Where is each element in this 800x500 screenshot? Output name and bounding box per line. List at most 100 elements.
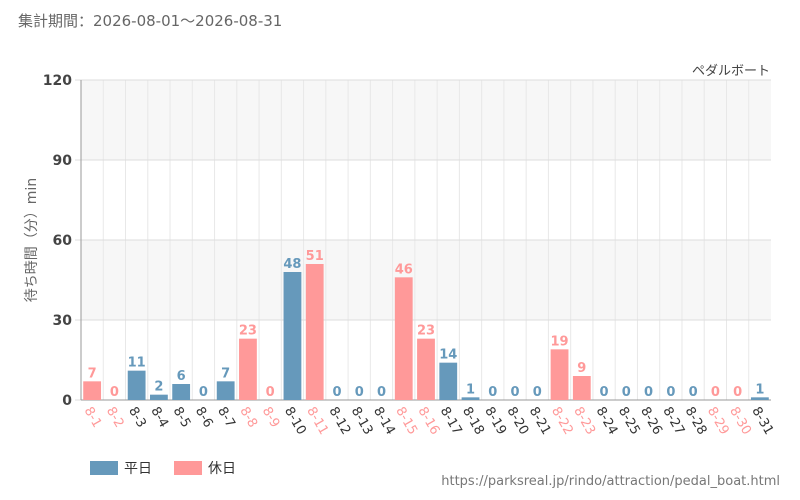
x-tick-label: 8-1 (81, 405, 105, 431)
plot-band (81, 160, 771, 240)
x-tick-label: 8-14 (370, 405, 398, 438)
value-label: 0 (666, 385, 675, 400)
legend-label-holiday: 休日 (208, 461, 236, 477)
value-label: 2 (154, 380, 163, 395)
value-label: 0 (110, 385, 119, 400)
bar (216, 381, 235, 400)
value-label: 0 (488, 385, 497, 400)
bar (439, 362, 458, 400)
x-tick-label: 8-2 (103, 405, 127, 431)
value-label: 0 (332, 385, 341, 400)
bar (305, 264, 324, 400)
bars (83, 264, 769, 400)
x-tick-label: 8-31 (748, 405, 776, 438)
legend: 平日 休日 (90, 458, 236, 478)
bar (239, 338, 257, 400)
x-tick-label: 8-25 (615, 405, 643, 438)
legend-swatch-weekday (90, 461, 118, 475)
value-label: 6 (177, 369, 186, 384)
x-tick-label: 8-16 (415, 405, 443, 438)
value-label: 48 (283, 257, 301, 272)
bar (750, 397, 769, 400)
page-title: 集計期間：2026-08-01～2026-08-31 (18, 12, 283, 30)
bar (394, 277, 413, 400)
x-tick-label: 8-4 (147, 405, 171, 431)
x-tick-label: 8-7 (214, 405, 238, 431)
value-label: 0 (622, 385, 631, 400)
y-tick-label: 90 (53, 153, 73, 169)
value-label: 19 (551, 334, 569, 349)
x-tick-label: 8-12 (326, 405, 354, 438)
value-label: 0 (199, 385, 208, 400)
x-tick-label: 8-15 (392, 405, 420, 438)
value-label: 7 (88, 366, 97, 381)
value-label: 23 (417, 324, 435, 339)
vertical-gridlines (102, 80, 750, 400)
bar (172, 384, 191, 400)
y-tick-label: 120 (43, 73, 72, 89)
value-label: 51 (306, 249, 324, 264)
x-tick-label: 8-9 (259, 405, 283, 431)
y-tick-label: 0 (62, 393, 72, 409)
x-tick-label: 8-10 (281, 405, 309, 438)
bar (83, 381, 102, 400)
x-tick-label: 8-13 (348, 405, 376, 438)
x-tick-label: 8-8 (236, 405, 260, 431)
value-label: 0 (533, 385, 542, 400)
bar (572, 376, 591, 400)
attraction-label: ペダルボート (691, 64, 770, 79)
plot-band (81, 240, 771, 320)
plot-band (81, 80, 771, 160)
bar (550, 349, 569, 400)
y-tick-label: 30 (53, 313, 73, 329)
x-tick-label: 8-11 (303, 405, 331, 438)
bar (417, 338, 435, 400)
value-label: 0 (733, 385, 742, 400)
value-label: 11 (128, 356, 146, 371)
value-label: 14 (439, 348, 457, 363)
x-tick-label: 8-30 (726, 405, 754, 438)
value-label: 0 (355, 385, 364, 400)
x-tick-label: 8-26 (637, 405, 665, 438)
value-label: 1 (466, 382, 475, 397)
x-tick-label: 8-18 (459, 405, 487, 438)
bar (150, 394, 168, 400)
source-url[interactable]: https://parksreal.jp/rindo/attraction/pe… (441, 474, 780, 489)
legend-swatch-holiday (174, 461, 202, 475)
x-tick-label: 8-29 (704, 405, 732, 438)
plot-background (81, 80, 771, 400)
y-tick-label: 60 (53, 233, 73, 249)
legend-item-weekday: 平日 (90, 458, 152, 478)
value-label: 0 (266, 385, 275, 400)
x-tick-label: 8-23 (570, 405, 598, 438)
x-tick-label: 8-20 (504, 405, 532, 438)
value-label: 23 (239, 324, 257, 339)
x-tick-label: 8-22 (548, 405, 576, 438)
bar (461, 397, 480, 400)
x-tick-label: 8-6 (192, 405, 216, 431)
x-tick-label: 8-19 (481, 405, 509, 438)
x-tick-label: 8-27 (659, 405, 687, 438)
bar (283, 272, 302, 400)
legend-item-holiday: 休日 (174, 458, 236, 478)
y-tick-labels: 0 30 60 90 120 (43, 73, 72, 409)
x-tick-label: 8-3 (125, 405, 149, 431)
x-tick-label: 8-28 (682, 405, 710, 438)
x-tick-label: 8-21 (526, 405, 554, 438)
x-tick-label: 8-24 (593, 405, 621, 438)
x-tick-label: 8-5 (170, 405, 194, 431)
x-tick-label: 8-17 (437, 405, 465, 438)
value-label: 0 (644, 385, 653, 400)
value-label: 9 (577, 361, 586, 376)
bar (127, 370, 146, 400)
value-label: 0 (689, 385, 698, 400)
value-label: 0 (377, 385, 386, 400)
value-label: 0 (711, 385, 720, 400)
value-label: 1 (755, 382, 764, 397)
value-label: 0 (600, 385, 609, 400)
value-label: 46 (395, 262, 413, 277)
x-tick-labels: 8-18-28-38-48-58-68-78-88-98-108-118-128… (81, 405, 776, 438)
legend-label-weekday: 平日 (124, 461, 152, 477)
